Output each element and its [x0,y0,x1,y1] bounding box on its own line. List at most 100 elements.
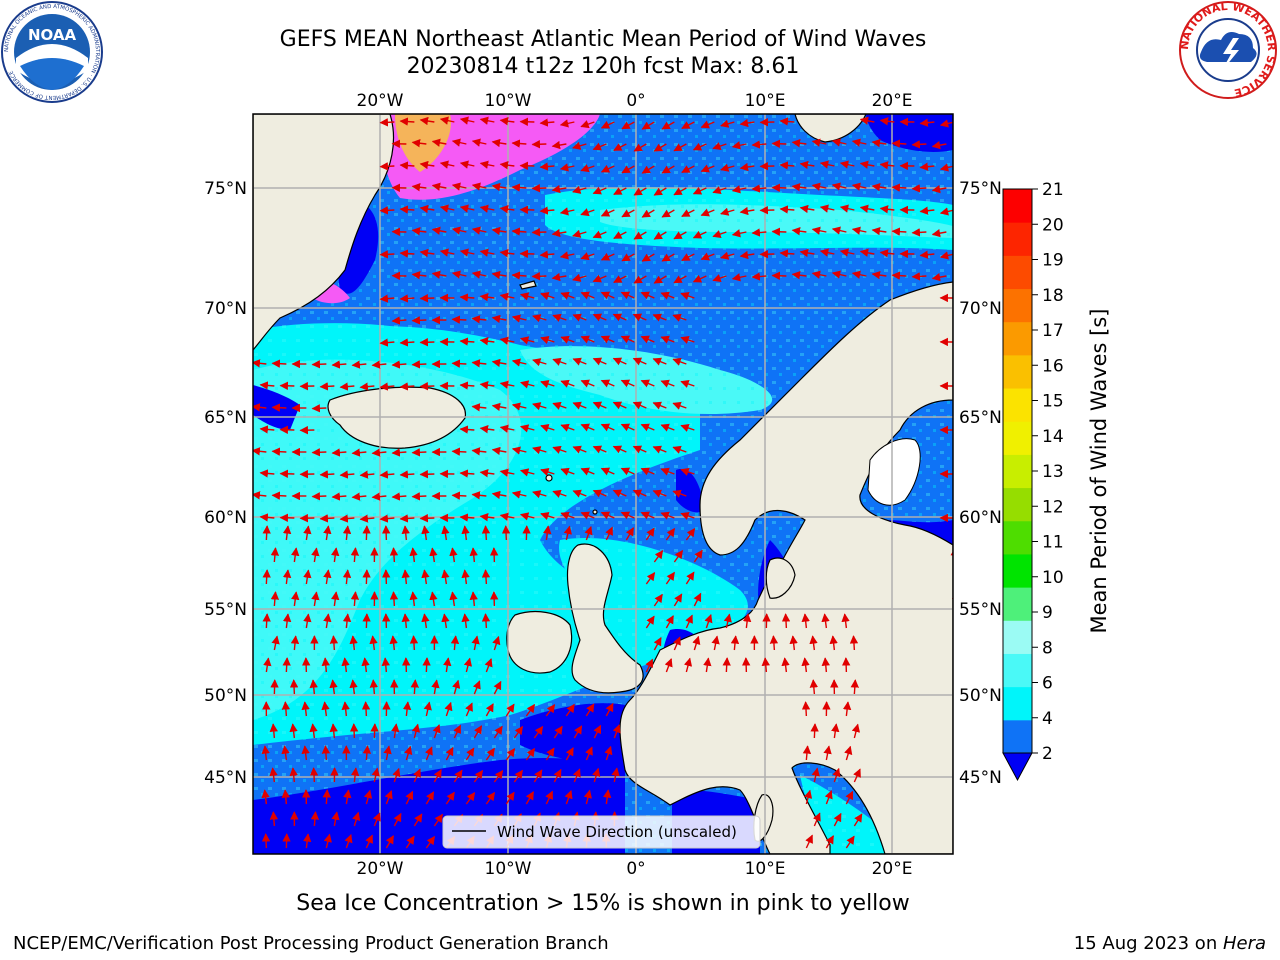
wave-direction-arrow [459,425,475,434]
wave-direction-arrow [665,615,674,629]
wave-direction-arrow [479,293,495,302]
wave-direction-arrow [779,117,795,126]
wave-direction-arrow [401,569,410,585]
wave-direction-arrow [479,381,495,390]
date-text: 15 Aug 2023 on [1073,933,1223,954]
wave-direction-arrow [681,165,695,174]
wave-direction-arrow [563,525,572,541]
wave-direction-arrow [803,789,813,805]
svg-text:65°N: 65°N [204,408,247,428]
wave-direction-arrow [361,657,370,673]
wave-direction-arrow [565,703,575,717]
wave-direction-arrow [532,446,547,455]
wave-direction-arrow [362,745,372,761]
wave-direction-arrow [931,185,947,194]
wave-direction-arrow [612,401,627,410]
wave-direction-arrow [519,292,535,301]
wave-direction-arrow [552,357,567,366]
wave-direction-arrow [399,249,415,258]
wave-direction-arrow [540,292,555,301]
wave-direction-arrow [612,445,627,454]
wave-direction-arrow [391,316,407,325]
wave-direction-arrow [499,117,515,126]
colorbar-tick-label: 9 [1042,603,1053,623]
wave-direction-arrow [451,270,467,279]
wave-direction-arrow [600,252,615,261]
wave-direction-arrow [289,723,298,739]
wave-direction-arrow [511,402,527,411]
wave-direction-arrow [751,140,767,149]
wave-direction-arrow [463,657,473,673]
wave-direction-arrow [362,569,371,585]
colorbar: 2 4 6 8 9 10 11 12 13 14 15 16 17 18 19 20 21 [1002,180,1064,782]
wave-direction-arrow [379,206,395,215]
wave-direction-arrow [664,658,673,673]
wave-direction-arrow [511,271,527,280]
wave-direction-arrow [291,547,300,563]
wave-direction-arrow [931,229,947,238]
noaa-logo: NOAA NATIONAL OCEANIC AND ATMOSPHERIC AD… [1,1,103,103]
wave-direction-arrow [384,790,393,805]
wave-direction-arrow [451,315,467,324]
wave-direction-arrow [419,470,435,479]
wave-direction-arrow [640,379,655,388]
wave-direction-arrow [379,382,395,391]
wave-direction-arrow [459,293,475,302]
wave-direction-arrow [465,792,476,805]
wave-direction-arrow [692,142,707,151]
wave-direction-arrow [309,679,318,695]
wave-direction-arrow [712,230,727,239]
wave-direction-arrow [429,591,438,607]
wave-direction-arrow [672,489,687,498]
wave-direction-arrow [519,512,535,521]
colorbar-segment [1003,288,1032,323]
wave-direction-arrow [379,250,395,259]
wave-direction-arrow [612,313,627,322]
wave-direction-arrow [939,163,953,172]
wave-direction-arrow [471,226,487,235]
wave-direction-arrow [672,445,687,454]
wave-direction-arrow [459,337,475,346]
wave-direction-arrow [853,768,861,783]
wave-direction-arrow [819,248,835,257]
colorbar-tick-label: 20 [1042,215,1064,235]
wave-direction-arrow [681,253,695,262]
wave-direction-arrow [261,745,270,761]
wave-direction-arrow [572,445,587,454]
wave-direction-arrow [409,635,419,651]
wave-direction-arrow [665,527,676,541]
wave-direction-arrow [471,182,487,191]
wave-direction-arrow [401,613,410,629]
wave-direction-arrow [842,701,852,717]
wave-direction-arrow [871,138,887,148]
wave-direction-arrow [499,161,515,170]
wave-direction-arrow [851,138,867,147]
svg-text:20°E: 20°E [872,859,913,879]
svg-text:NOAA: NOAA [28,26,77,44]
wave-direction-arrow [613,231,627,240]
wave-direction-arrow [532,358,547,367]
wave-direction-arrow [660,379,675,388]
wave-direction-arrow [572,768,581,783]
wave-direction-arrow [711,635,720,651]
wave-direction-arrow [779,205,795,214]
wave-direction-arrow [781,657,790,673]
wave-direction-arrow [519,380,535,389]
wave-direction-arrow [573,725,583,739]
wave-direction-arrow [371,767,380,783]
wave-direction-arrow [409,591,418,607]
wave-direction-arrow [821,613,830,629]
wave-direction-arrow [652,313,667,322]
arrow-legend: Wind Wave Direction (unscaled) [442,815,761,849]
wave-direction-arrow [811,270,827,279]
wave-direction-arrow [479,425,495,434]
colorbar-segment [1003,189,1032,223]
wave-direction-arrow [343,789,352,805]
wave-direction-arrow [551,228,567,238]
wave-direction-arrow [323,833,332,849]
wave-direction-arrow [281,789,290,805]
wave-direction-arrow [532,314,547,323]
wave-direction-arrow [592,230,607,239]
wave-direction-arrow [472,680,481,695]
colorbar-segment [1003,388,1032,422]
